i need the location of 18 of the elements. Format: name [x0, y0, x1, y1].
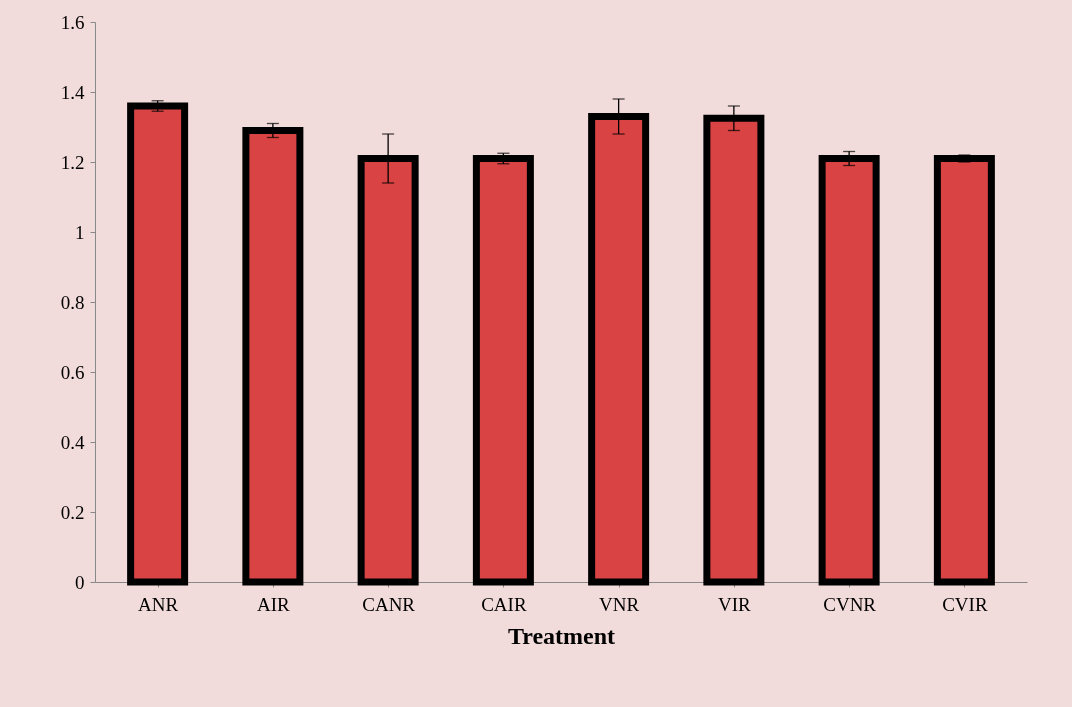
y-tick-label: 0: [75, 571, 85, 593]
x-tick-label: VNR: [599, 593, 640, 615]
y-tick-label: 1: [75, 221, 85, 243]
x-tick-label: AIR: [257, 593, 291, 615]
x-tick-label: CANR: [362, 593, 416, 615]
y-tick-label: 0.8: [60, 291, 85, 313]
x-tick-label: ANR: [138, 593, 179, 615]
y-tick-label: 0.2: [60, 501, 85, 523]
x-tick-label: CAIR: [481, 593, 527, 615]
x-tick-label: CVIR: [942, 593, 988, 615]
y-tick-label: 1.4: [60, 81, 85, 103]
x-tick-label: CVNR: [823, 593, 877, 615]
x-tick-label: VIR: [718, 593, 752, 615]
y-tick-label: 0.4: [60, 431, 85, 453]
y-tick-label: 1.6: [60, 11, 85, 33]
y-tick-label: 0.6: [60, 361, 85, 383]
y-tick-label: 1.2: [60, 151, 85, 173]
x-axis-title: Treatment: [507, 622, 616, 649]
